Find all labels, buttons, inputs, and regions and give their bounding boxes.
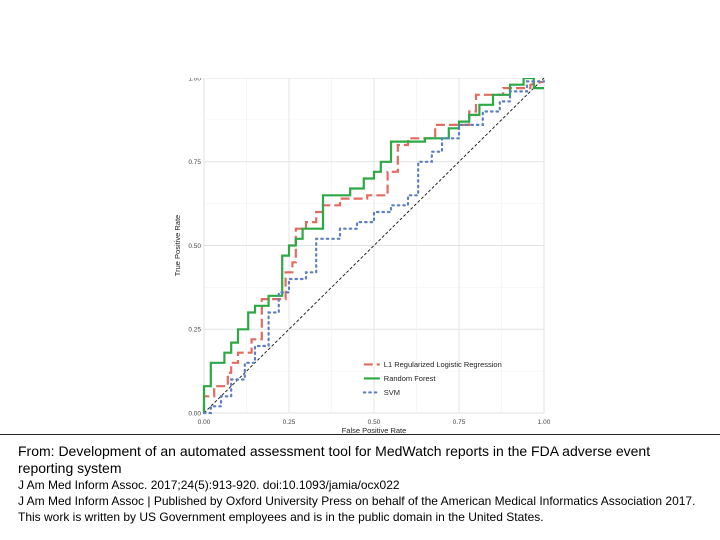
chance-diagonal <box>203 78 545 414</box>
series-line-l1-regularized-logistic-regression <box>202 80 545 413</box>
caption-citation: J Am Med Inform Assoc. 2017;24(5):913-92… <box>18 478 400 492</box>
x-tick-label: 1.00 <box>538 419 551 426</box>
figure-caption: From: Development of an automated assess… <box>18 443 708 525</box>
y-tick-label: 0.50 <box>188 243 201 250</box>
y-tick-label: 0.00 <box>188 410 201 417</box>
caption-license-line-2: This work is written by US Government em… <box>18 510 544 524</box>
legend-label: Random Forest <box>384 374 437 383</box>
y-tick-label: 0.25 <box>188 327 201 334</box>
series-line-svm <box>202 80 546 415</box>
caption-divider <box>0 434 720 435</box>
x-axis-label: False Positive Rate <box>342 426 407 435</box>
legend-label: SVM <box>384 388 400 397</box>
x-tick-label: 0.25 <box>283 419 296 426</box>
x-tick-label: 0.00 <box>198 419 211 426</box>
y-tick-label: 0.75 <box>188 159 201 166</box>
y-axis-label: True Positive Rate <box>173 215 182 276</box>
series-line-random-forest <box>202 78 544 413</box>
x-tick-label: 0.75 <box>453 419 466 426</box>
y-tick-label: 1.00 <box>188 78 201 82</box>
roc-chart: 0.00 0.25 0.50 0.75 1.00 0.00 0.25 0.50 0.75 1.00… <box>173 78 551 435</box>
caption-license-line-1: J Am Med Inform Assoc | Published by Oxf… <box>18 494 696 508</box>
caption-title: From: Development of an automated assess… <box>18 443 651 476</box>
legend-label: L1 Regularized Logistic Regression <box>384 360 502 369</box>
x-tick-label: 0.50 <box>368 419 381 426</box>
